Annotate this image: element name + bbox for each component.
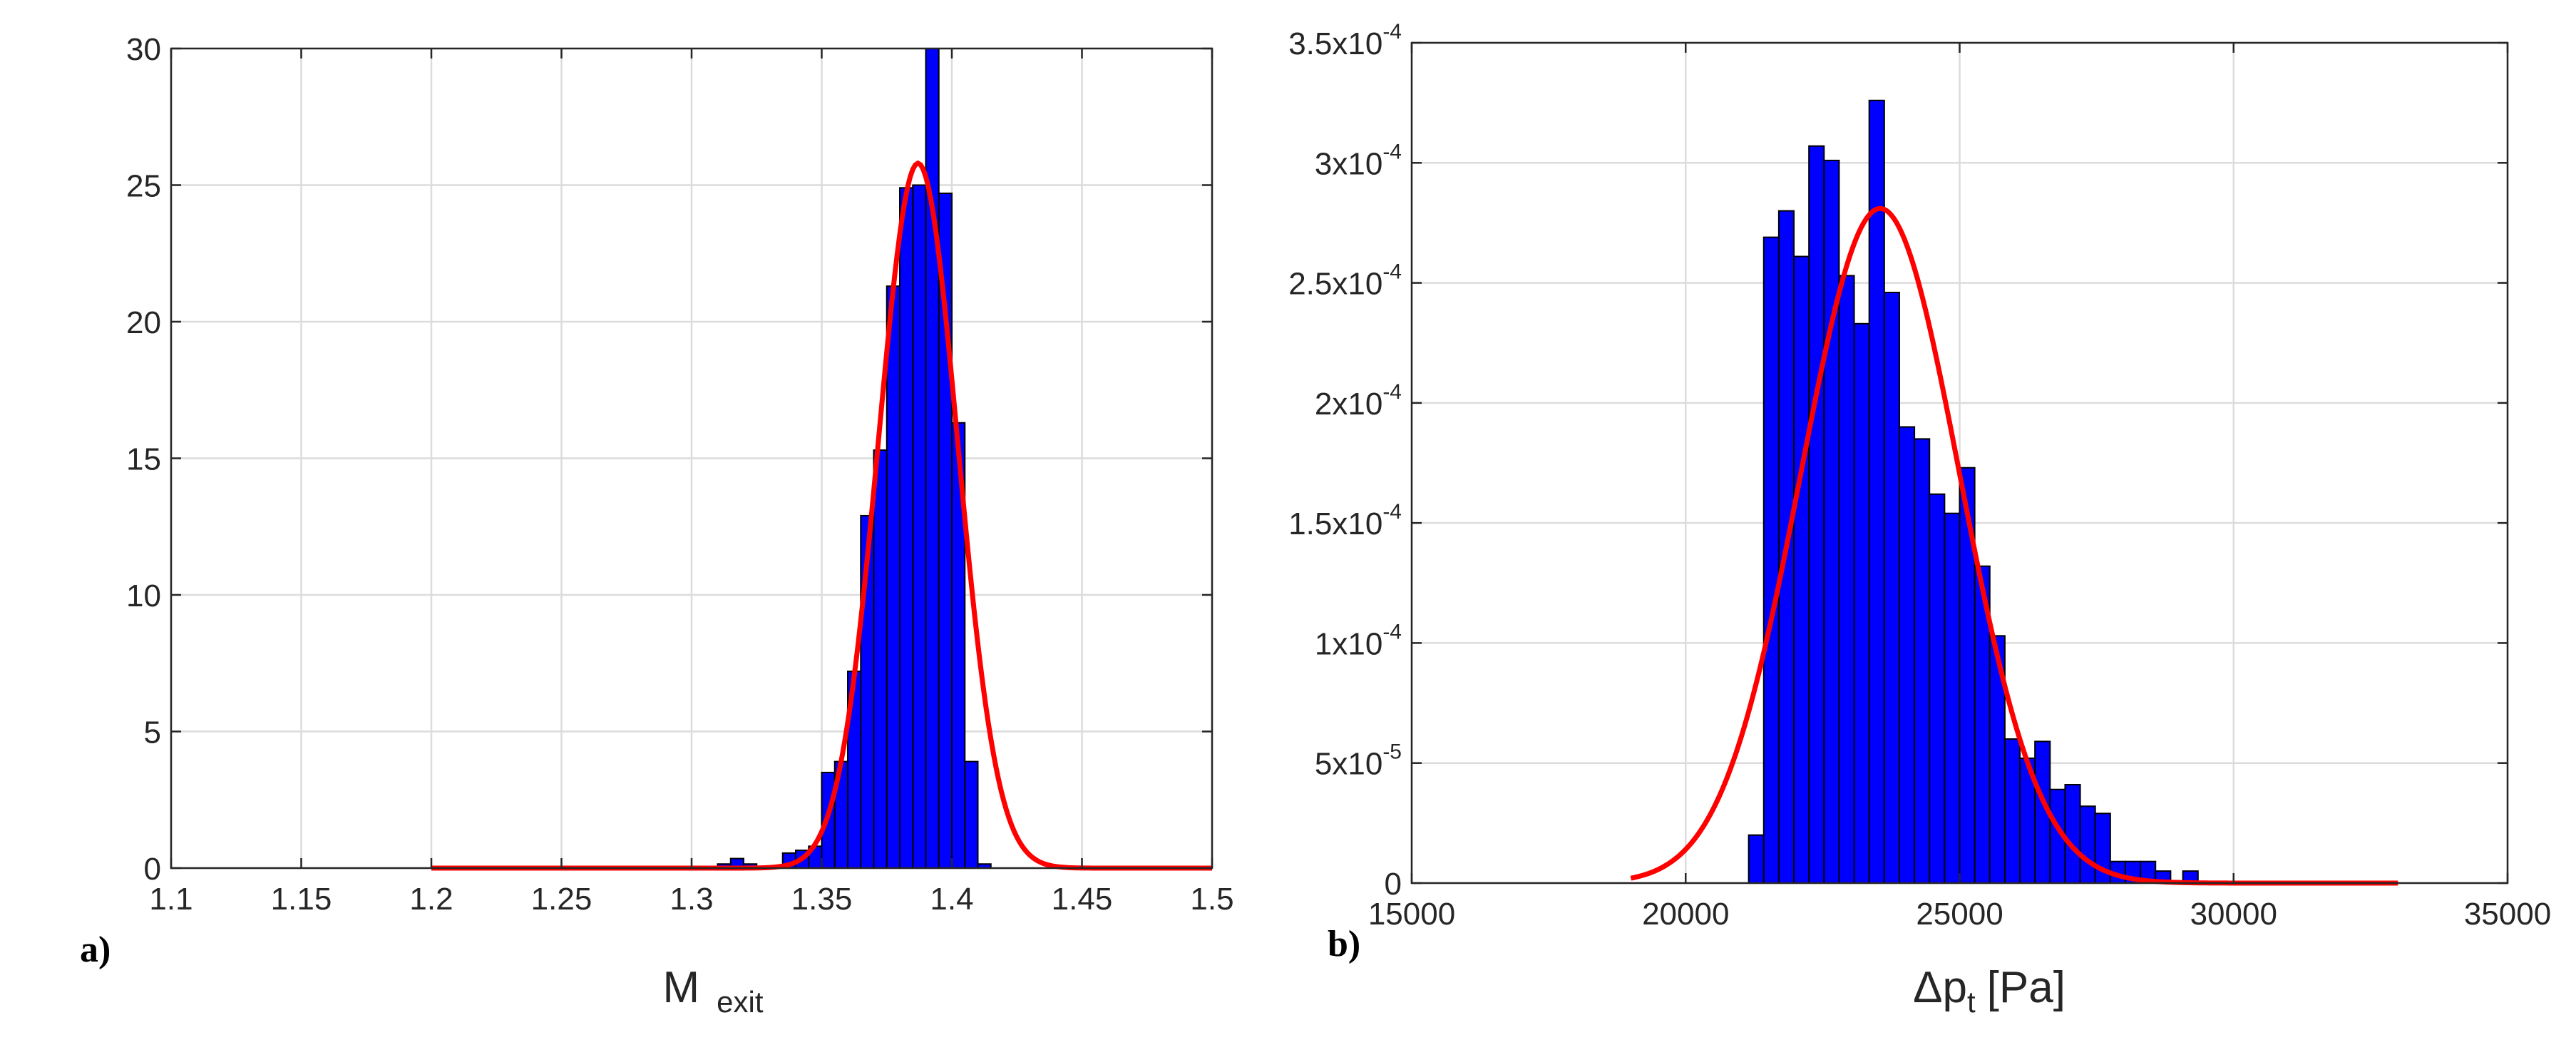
chart-a-xtick-label: 1.5 — [1190, 882, 1233, 917]
chart-b-ytick-mantissa: 5x10 — [1315, 747, 1382, 782]
chart-b-ticks: 15000 20000 25000 30000 3500005x10-51x10-41.… — [1288, 20, 2551, 932]
chart-b-bar — [1853, 322, 1870, 884]
chart-b-bar — [1762, 236, 1780, 884]
chart-b-bar — [1929, 493, 1946, 884]
chart-b-ytick-label: 1.5x10-4 — [1288, 500, 1402, 541]
chart-a-bar — [912, 184, 927, 869]
chart-a-ytick-label: 15 — [126, 442, 161, 477]
chart-a-xtick-label: 1.1 — [149, 882, 193, 917]
chart-b-bar — [1748, 834, 1765, 884]
chart-b-bar — [1838, 275, 1855, 884]
chart-b-bar — [2003, 738, 2021, 884]
chart-b-bar — [1868, 99, 1885, 885]
chart-b-ytick-mantissa: 1x10 — [1315, 626, 1382, 661]
chart-a-bar — [886, 285, 900, 869]
chart-b-ytick-exponent: -4 — [1382, 140, 1402, 163]
chart-b-ytick-exponent: -4 — [1382, 500, 1402, 524]
chart-b-bar — [1914, 438, 1931, 884]
chart-b-ytick-mantissa: 0 — [1385, 867, 1402, 902]
chart-a-xtick-label: 1.35 — [791, 882, 853, 917]
chart-b-xtick-label: 15000 — [1368, 897, 1455, 932]
chart-b-x-axis-label: Δpt [Pa] — [1913, 963, 2066, 1019]
chart-b-bar — [2079, 805, 2096, 884]
chart-b-ytick-label: 2x10-4 — [1315, 380, 1402, 422]
chart-b-bar — [2064, 784, 2081, 885]
chart-a-bar — [899, 187, 914, 869]
chart-a-ytick-label: 5 — [144, 715, 161, 750]
chart-b-bar — [1944, 512, 1961, 884]
chart-b-ytick-mantissa: 2.5x10 — [1288, 267, 1382, 302]
chart-a-xtick-label: 1.4 — [930, 882, 973, 917]
chart-a-panel-label: a) — [80, 929, 111, 970]
chart-a-ytick-label: 10 — [126, 578, 161, 613]
chart-b-ytick-exponent: -4 — [1382, 20, 1402, 44]
chart-b-ytick-exponent: -5 — [1382, 740, 1402, 764]
chart-b-ytick-exponent: -4 — [1382, 380, 1402, 404]
chart-a-xtick-label: 1.25 — [531, 882, 592, 917]
chart-b-ytick-label: 2.5x10-4 — [1288, 260, 1402, 302]
chart-b-ytick-mantissa: 2x10 — [1315, 387, 1382, 422]
chart-a-bar — [925, 48, 940, 869]
chart-a-xtick-label: 1.3 — [669, 882, 713, 917]
chart-a-xtick-label: 1.2 — [409, 882, 453, 917]
chart-a-ytick-label: 20 — [126, 305, 161, 340]
chart-a-xtick-label: 1.45 — [1052, 882, 1113, 917]
chart-a-ytick-label: 0 — [144, 852, 161, 887]
chart-a-bar — [873, 449, 888, 869]
chart-a-bar — [964, 760, 979, 869]
chart-b-xtick-label: 35000 — [2464, 897, 2551, 932]
chart-b-ytick-mantissa: 3.5x10 — [1288, 26, 1382, 61]
chart-b-ytick-exponent: -4 — [1382, 620, 1402, 643]
chart-b-ytick-label: 1x10-4 — [1315, 620, 1402, 661]
chart-b-xtick-label: 20000 — [1642, 897, 1729, 932]
chart-a-ticks: 1.1 1.15 1.2 1.25 1.3 1.35 1.4 1.45 1.5 0 5 10 15 20 2… — [126, 32, 1234, 917]
chart-b-ytick-mantissa: 1.5x10 — [1288, 506, 1382, 541]
chart-b-ytick-label: 5x10-5 — [1315, 740, 1402, 782]
chart-a: 1.1 1.15 1.2 1.25 1.3 1.35 1.4 1.45 1.5 0 5 10 15 20 2… — [80, 32, 1234, 1019]
chart-b-bar — [1808, 145, 1825, 884]
chart-b-ytick-exponent: -4 — [1382, 260, 1402, 284]
chart-b-bar — [1823, 159, 1840, 885]
chart-b-bar — [1898, 426, 1916, 884]
chart-a-ytick-label: 30 — [126, 32, 161, 67]
chart-a-grid — [170, 47, 1213, 870]
chart-a-bars — [717, 48, 992, 870]
chart-b-bars — [1748, 99, 2199, 885]
chart-b-panel-label: b) — [1328, 924, 1360, 964]
chart-b-ytick-label: 0 — [1385, 867, 1402, 902]
chart-b-ytick-mantissa: 3x10 — [1315, 146, 1382, 181]
chart-b: 15000 20000 25000 30000 3500005x10-51x10-41.… — [1288, 20, 2551, 1019]
chart-b-xtick-label: 30000 — [2190, 897, 2277, 932]
chart-a-ytick-label: 25 — [126, 169, 161, 204]
chart-b-bar — [1883, 292, 1900, 884]
chart-b-ytick-label: 3x10-4 — [1315, 140, 1402, 181]
chart-b-bar — [1793, 255, 1810, 884]
chart-a-xtick-label: 1.15 — [271, 882, 332, 917]
chart-b-xtick-label: 25000 — [1916, 897, 2003, 932]
chart-b-ytick-label: 3.5x10-4 — [1288, 20, 1402, 61]
